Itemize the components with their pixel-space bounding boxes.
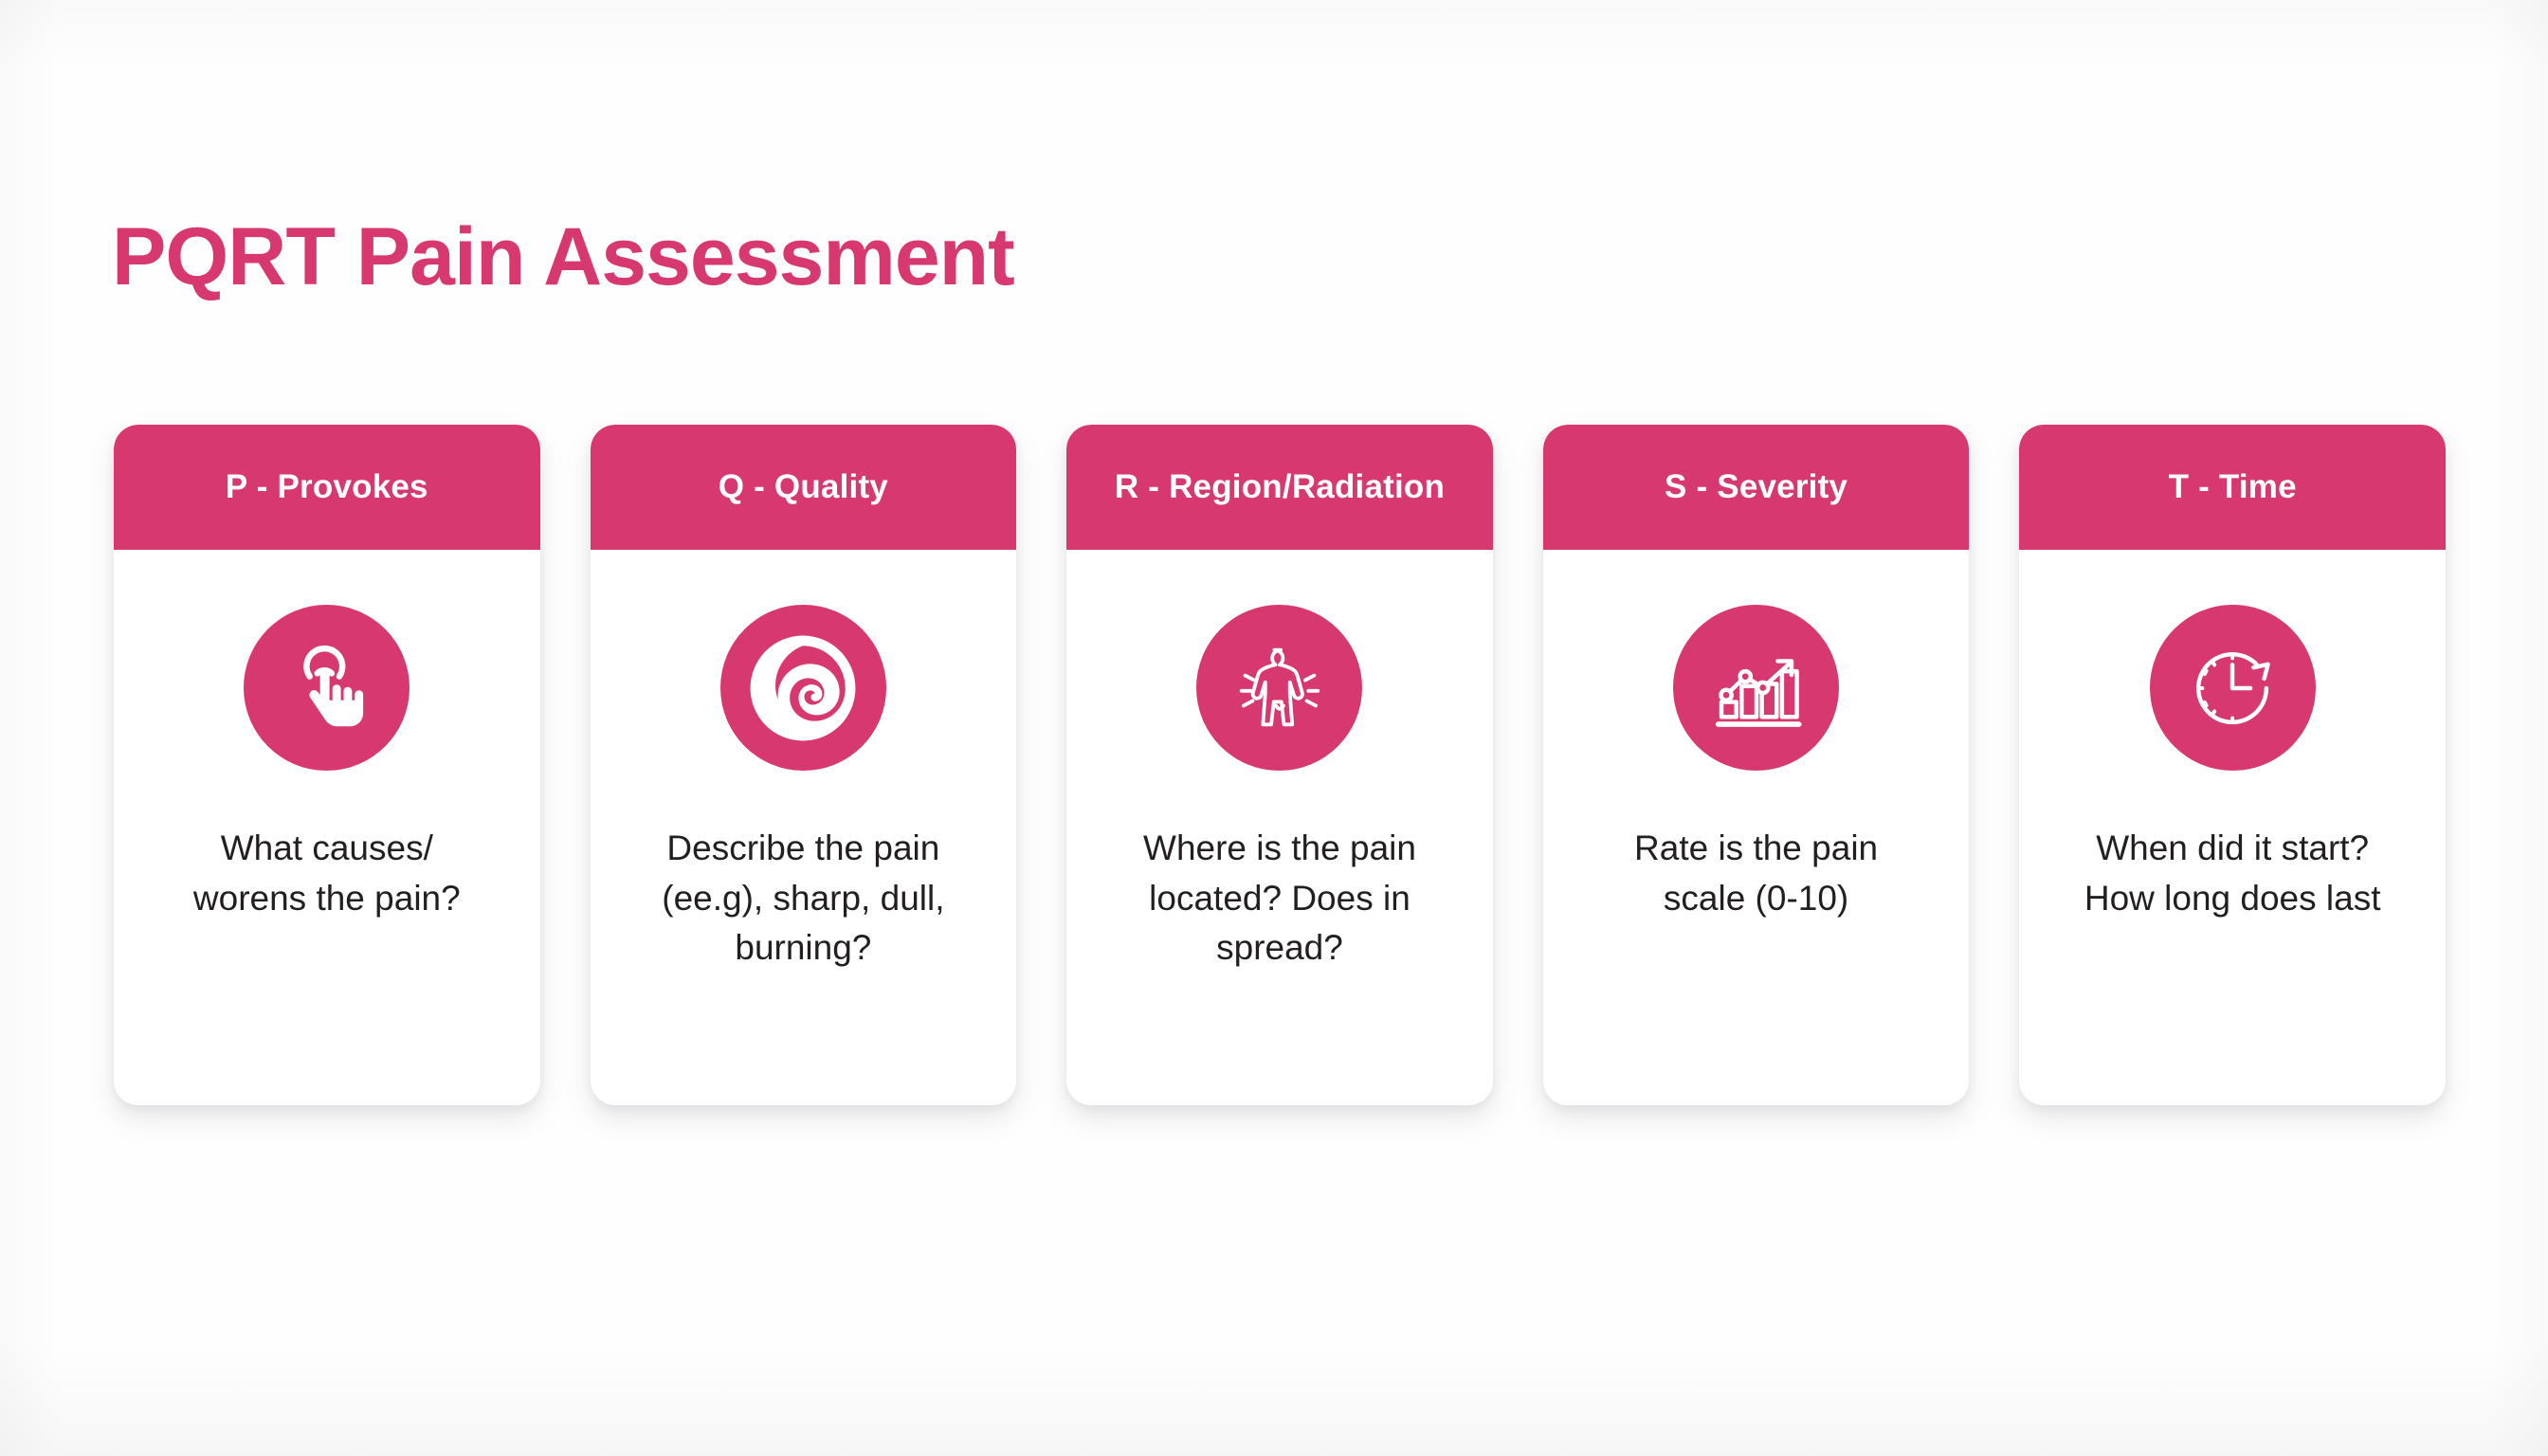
card-header-severity: S - Severity — [1542, 425, 1970, 550]
card-body-text: Describe the pain (ee.g), sharp, dull, b… — [662, 828, 945, 968]
card-header-time: T - Time — [2019, 425, 2446, 550]
pqrt-card-row: P - Provokes What causes/ worens the pai… — [114, 425, 2446, 1107]
card-header-label: P - Provokes — [225, 468, 428, 505]
pqrt-card-region-radiation[interactable]: R - Region/Radiation — [1066, 425, 1493, 1105]
card-body-text: What causes/ worens the pain? — [192, 828, 461, 918]
pqrt-card-quality[interactable]: Q - Quality Describe the pain (ee.g), sh… — [590, 425, 1017, 1105]
spiral-swirl-icon — [743, 628, 863, 748]
card-body-text: Rate is the pain scale (0-10) — [1634, 828, 1879, 918]
pqrt-card-time[interactable]: T - Time — [2019, 425, 2446, 1105]
clock-history-icon — [2179, 635, 2285, 741]
bar-chart-trend-icon — [1703, 635, 1810, 741]
icon-badge-provokes — [244, 605, 410, 771]
icon-badge-quality — [719, 605, 886, 771]
icon-badge-severity — [1673, 605, 1840, 771]
card-header-quality: Q - Quality — [590, 425, 1017, 550]
pqrt-card-provokes[interactable]: P - Provokes What causes/ worens the pai… — [114, 425, 540, 1105]
card-header-label: Q - Quality — [718, 468, 888, 505]
page-title: PQRT Pain Assessment — [112, 211, 1015, 302]
card-header-provokes: P - Provokes — [114, 425, 540, 550]
pqrt-card-severity[interactable]: S - Severity — [1542, 425, 1970, 1105]
icon-badge-region-radiation — [1196, 605, 1363, 771]
hand-tap-icon — [276, 637, 378, 739]
card-header-label: R - Region/Radiation — [1114, 468, 1446, 505]
card-header-label: T - Time — [2168, 468, 2297, 505]
card-header-label: S - Severity — [1665, 468, 1848, 505]
card-body-text: When did it start? How long does last — [2084, 828, 2381, 918]
card-header-region-radiation: R - Region/Radiation — [1066, 425, 1493, 550]
body-radiating-icon — [1227, 635, 1333, 741]
icon-badge-time — [2149, 605, 2316, 771]
card-body-text: Where is the pain located? Does in sprea… — [1143, 828, 1416, 968]
